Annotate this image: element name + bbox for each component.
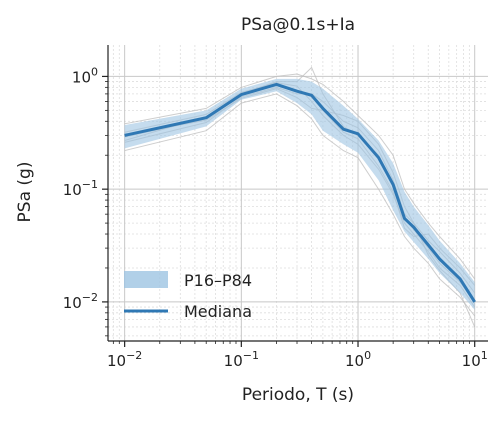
x-tick-label: 10−2 bbox=[107, 349, 142, 370]
axes bbox=[105, 45, 488, 344]
legend: P16–P84 Mediana bbox=[124, 271, 252, 321]
chart-title: PSa@0.1s+Ia bbox=[241, 15, 355, 35]
median-line bbox=[124, 82, 476, 303]
x-axis-label: Periodo, T (s) bbox=[242, 385, 354, 405]
record-line bbox=[124, 73, 476, 280]
record-line bbox=[124, 93, 476, 317]
y-axis-label: PSa (g) bbox=[15, 162, 35, 223]
y-tick-label: 10−1 bbox=[63, 178, 98, 199]
y-tick-label: 100 bbox=[72, 65, 98, 86]
record-line bbox=[124, 84, 476, 286]
legend-median-label: Mediana bbox=[184, 302, 252, 321]
percentile-band bbox=[124, 78, 475, 310]
x-tick-label: 100 bbox=[345, 349, 371, 370]
legend-band-swatch bbox=[124, 271, 168, 288]
legend-band-label: P16–P84 bbox=[184, 271, 252, 290]
x-ticks: 10−2 10−1 100 101 bbox=[107, 341, 488, 370]
x-tick-label: 101 bbox=[462, 349, 488, 370]
y-tick-label: 10−2 bbox=[63, 291, 98, 312]
records bbox=[124, 66, 476, 328]
x-tick-label: 10−1 bbox=[224, 349, 259, 370]
y-ticks: 10−2 10−1 100 bbox=[63, 65, 108, 312]
